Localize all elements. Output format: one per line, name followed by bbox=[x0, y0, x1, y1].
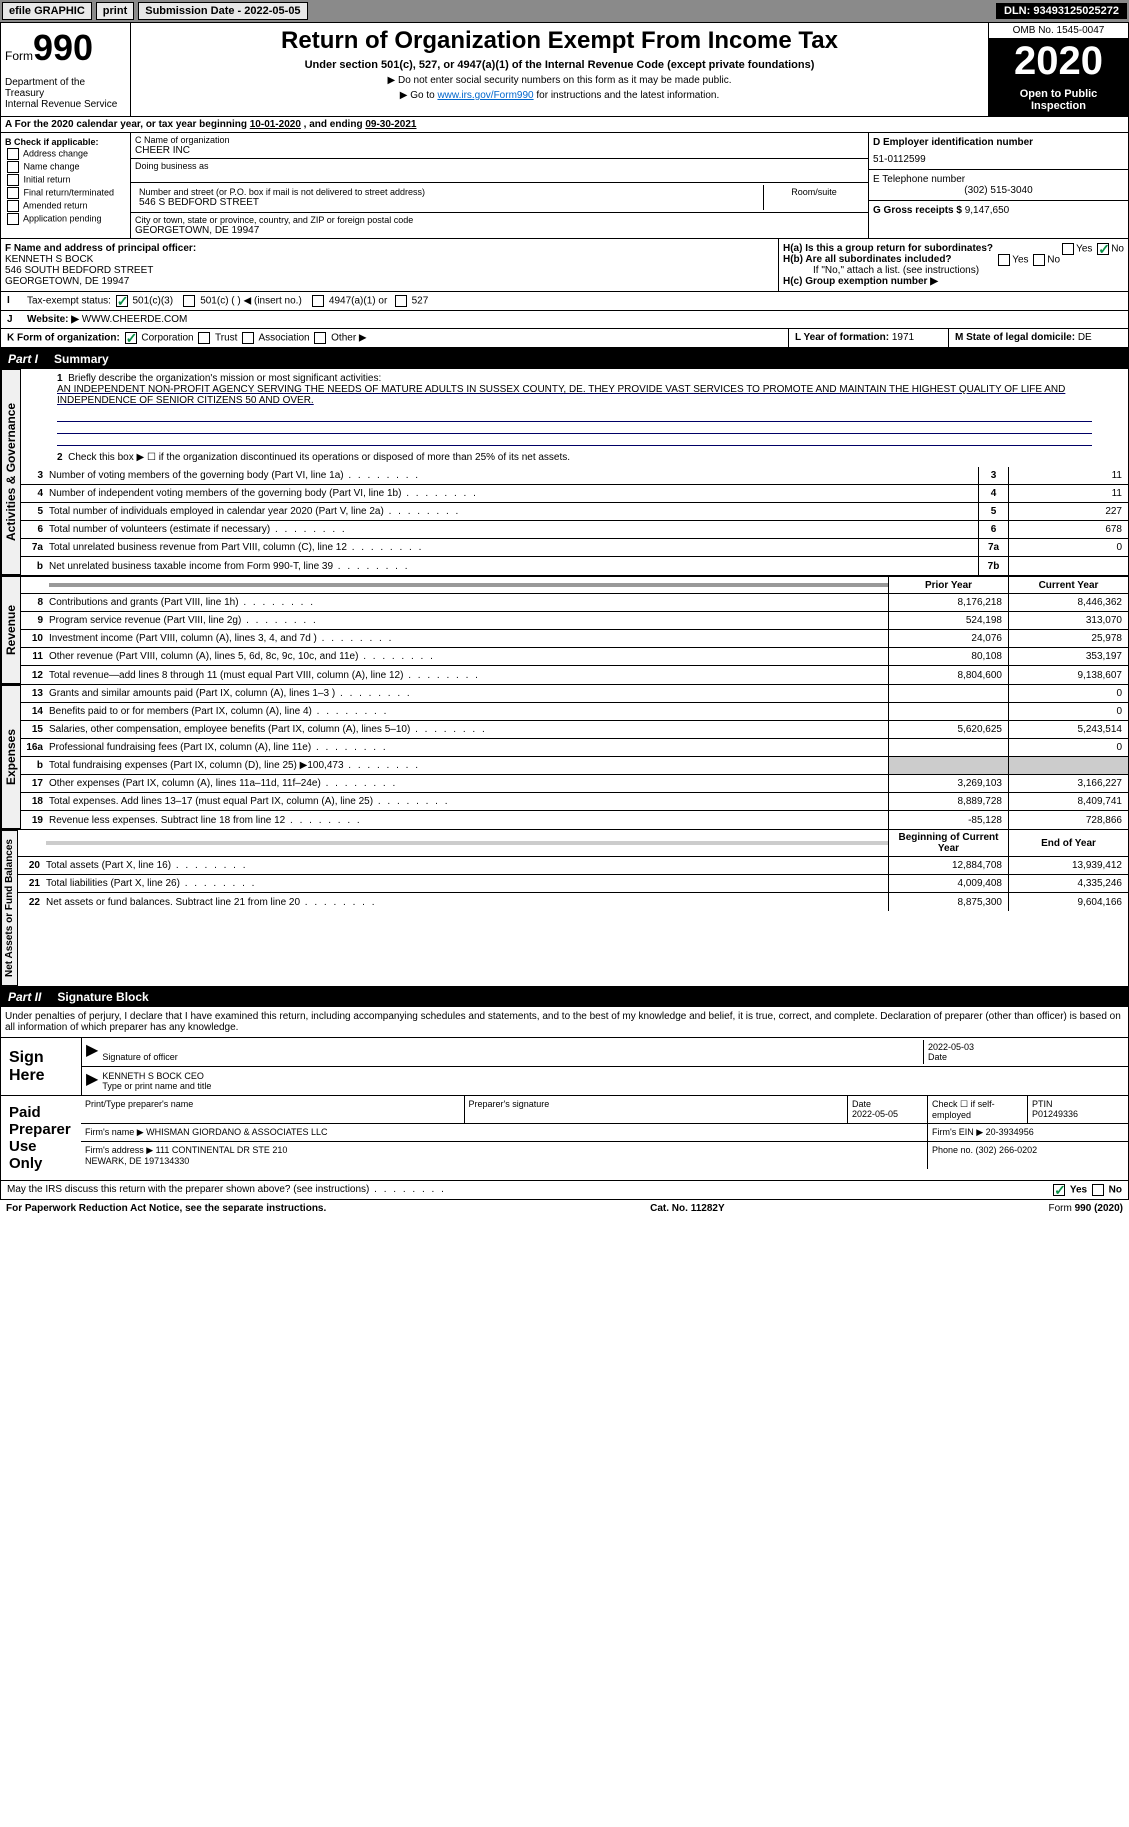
summary-line: 6Total number of volunteers (estimate if… bbox=[21, 521, 1128, 539]
check-option[interactable]: Final return/terminated bbox=[5, 187, 126, 199]
section-c: C Name of organizationCHEER INC Doing bu… bbox=[131, 133, 868, 238]
discuss-yes[interactable] bbox=[1053, 1184, 1065, 1196]
summary-line: 20Total assets (Part X, line 16)12,884,7… bbox=[18, 857, 1128, 875]
org-city: GEORGETOWN, DE 19947 bbox=[135, 225, 864, 236]
header-right: OMB No. 1545-0047 2020 Open to Public In… bbox=[988, 23, 1128, 116]
sig-date: 2022-05-03 bbox=[928, 1042, 974, 1052]
part2-header: Part II Signature Block bbox=[0, 987, 1129, 1007]
officer-signed: KENNETH S BOCK CEO bbox=[102, 1071, 204, 1081]
part1-header: Part I Summary bbox=[0, 349, 1129, 369]
efile-label: efile GRAPHIC bbox=[2, 2, 92, 20]
irs-discuss-row: May the IRS discuss this return with the… bbox=[0, 1181, 1129, 1200]
section-b: B Check if applicable: Address change Na… bbox=[1, 133, 131, 238]
summary-line: 22Net assets or fund balances. Subtract … bbox=[18, 893, 1128, 911]
section-h: H(a) Is this a group return for subordin… bbox=[778, 239, 1128, 291]
firm-name: WHISMAN GIORDANO & ASSOCIATES LLC bbox=[146, 1127, 327, 1137]
summary-line: 12Total revenue—add lines 8 through 11 (… bbox=[21, 666, 1128, 684]
ha-yes[interactable] bbox=[1062, 243, 1074, 255]
line2: 2 Check this box ▶ ☐ if the organization… bbox=[21, 448, 1128, 467]
summary-line: 4Number of independent voting members of… bbox=[21, 485, 1128, 503]
check-option[interactable]: Application pending bbox=[5, 213, 126, 225]
summary-line: 9Program service revenue (Part VIII, lin… bbox=[21, 612, 1128, 630]
line-a: A For the 2020 calendar year, or tax yea… bbox=[0, 117, 1129, 133]
top-bar: efile GRAPHIC print Submission Date - 20… bbox=[0, 0, 1129, 22]
line-j: J Website: ▶ WWW.CHEERDE.COM bbox=[0, 311, 1129, 329]
summary-line: 3Number of voting members of the governi… bbox=[21, 467, 1128, 485]
section-fh: F Name and address of principal officer:… bbox=[0, 239, 1129, 292]
sign-here-label: Sign Here bbox=[1, 1038, 81, 1095]
ein: 51-0112599 bbox=[873, 154, 1124, 165]
summary-line: 10Investment income (Part VIII, column (… bbox=[21, 630, 1128, 648]
summary-line: 14Benefits paid to or for members (Part … bbox=[21, 703, 1128, 721]
dept-label: Department of the Treasury Internal Reve… bbox=[5, 77, 126, 110]
print-button[interactable]: print bbox=[96, 2, 134, 20]
revenue-section: Revenue Prior Year Current Year 8Contrib… bbox=[0, 576, 1129, 685]
ha-no[interactable] bbox=[1097, 243, 1109, 255]
firm-ein: 20-3934956 bbox=[986, 1127, 1034, 1137]
line-k: K Form of organization: Corporation Trus… bbox=[0, 329, 1129, 349]
summary-line: 7aTotal unrelated business revenue from … bbox=[21, 539, 1128, 557]
summary-line: 8Contributions and grants (Part VIII, li… bbox=[21, 594, 1128, 612]
summary-line: 18Total expenses. Add lines 13–17 (must … bbox=[21, 793, 1128, 811]
perjury-statement: Under penalties of perjury, I declare th… bbox=[1, 1007, 1128, 1038]
summary-line: 15Salaries, other compensation, employee… bbox=[21, 721, 1128, 739]
ptin: P01249336 bbox=[1032, 1109, 1078, 1119]
501c3-check[interactable] bbox=[116, 295, 128, 307]
footer: For Paperwork Reduction Act Notice, see … bbox=[0, 1200, 1129, 1217]
header-note1: ▶ Do not enter social security numbers o… bbox=[139, 75, 980, 86]
mission-text: AN INDEPENDENT NON-PROFIT AGENCY SERVING… bbox=[57, 384, 1065, 406]
dln: DLN: 93493125025272 bbox=[996, 3, 1127, 19]
section-f: F Name and address of principal officer:… bbox=[1, 239, 778, 291]
form-number-box: Form990 Department of the Treasury Inter… bbox=[1, 23, 131, 116]
officer-name: KENNETH S BOCK bbox=[5, 254, 93, 265]
check-option[interactable]: Name change bbox=[5, 161, 126, 173]
org-address: 546 S BEDFORD STREET bbox=[139, 197, 759, 208]
netassets-section: Net Assets or Fund Balances Beginning of… bbox=[0, 830, 1129, 987]
current-year-header: Current Year bbox=[1008, 577, 1128, 593]
summary-line: 11Other revenue (Part VIII, column (A), … bbox=[21, 648, 1128, 666]
website: WWW.CHEERDE.COM bbox=[82, 314, 188, 325]
expenses-section: Expenses 13Grants and similar amounts pa… bbox=[0, 685, 1129, 830]
check-option[interactable]: Initial return bbox=[5, 174, 126, 186]
form-subtitle: Under section 501(c), 527, or 4947(a)(1)… bbox=[139, 59, 980, 71]
line1: 1 Briefly describe the organization's mi… bbox=[21, 369, 1128, 410]
header-note2: ▶ Go to www.irs.gov/Form990 for instruct… bbox=[139, 90, 980, 101]
firm-phone: (302) 266-0202 bbox=[976, 1145, 1038, 1155]
hb-yes[interactable] bbox=[998, 254, 1010, 266]
discuss-no[interactable] bbox=[1092, 1184, 1104, 1196]
form-header: Form990 Department of the Treasury Inter… bbox=[0, 22, 1129, 117]
governance-section: Activities & Governance 1 Briefly descri… bbox=[0, 369, 1129, 576]
org-name: CHEER INC bbox=[135, 145, 864, 156]
check-option[interactable]: Address change bbox=[5, 148, 126, 160]
submission-date: Submission Date - 2022-05-05 bbox=[138, 2, 307, 20]
tax-year: 2020 bbox=[989, 39, 1128, 84]
form-title: Return of Organization Exempt From Incom… bbox=[139, 27, 980, 55]
open-public-label: Open to Public Inspection bbox=[989, 84, 1128, 116]
check-option[interactable]: Amended return bbox=[5, 200, 126, 212]
irs-link[interactable]: www.irs.gov/Form990 bbox=[437, 90, 533, 101]
section-bcd: B Check if applicable: Address change Na… bbox=[0, 133, 1129, 239]
hb-no[interactable] bbox=[1033, 254, 1045, 266]
arrow-icon: ▶ bbox=[86, 1069, 98, 1093]
summary-line: 19Revenue less expenses. Subtract line 1… bbox=[21, 811, 1128, 829]
section-d: D Employer identification number51-01125… bbox=[868, 133, 1128, 238]
summary-line: 21Total liabilities (Part X, line 26)4,0… bbox=[18, 875, 1128, 893]
line-i: I Tax-exempt status: 501(c)(3) 501(c) ( … bbox=[0, 292, 1129, 311]
prior-year-header: Prior Year bbox=[888, 577, 1008, 593]
summary-line: 13Grants and similar amounts paid (Part … bbox=[21, 685, 1128, 703]
summary-line: 5Total number of individuals employed in… bbox=[21, 503, 1128, 521]
phone: (302) 515-3040 bbox=[873, 185, 1124, 196]
summary-line: 17Other expenses (Part IX, column (A), l… bbox=[21, 775, 1128, 793]
summary-line: bNet unrelated business taxable income f… bbox=[21, 557, 1128, 575]
omb-number: OMB No. 1545-0047 bbox=[989, 23, 1128, 39]
corp-check[interactable] bbox=[125, 332, 137, 344]
summary-line: bTotal fundraising expenses (Part IX, co… bbox=[21, 757, 1128, 775]
summary-line: 16aProfessional fundraising fees (Part I… bbox=[21, 739, 1128, 757]
header-title-area: Return of Organization Exempt From Incom… bbox=[131, 23, 988, 116]
arrow-icon: ▶ bbox=[86, 1040, 98, 1064]
paid-preparer-label: Paid Preparer Use Only bbox=[1, 1096, 81, 1180]
signature-section: Under penalties of perjury, I declare th… bbox=[0, 1007, 1129, 1181]
gross-receipts: 9,147,650 bbox=[965, 205, 1010, 216]
